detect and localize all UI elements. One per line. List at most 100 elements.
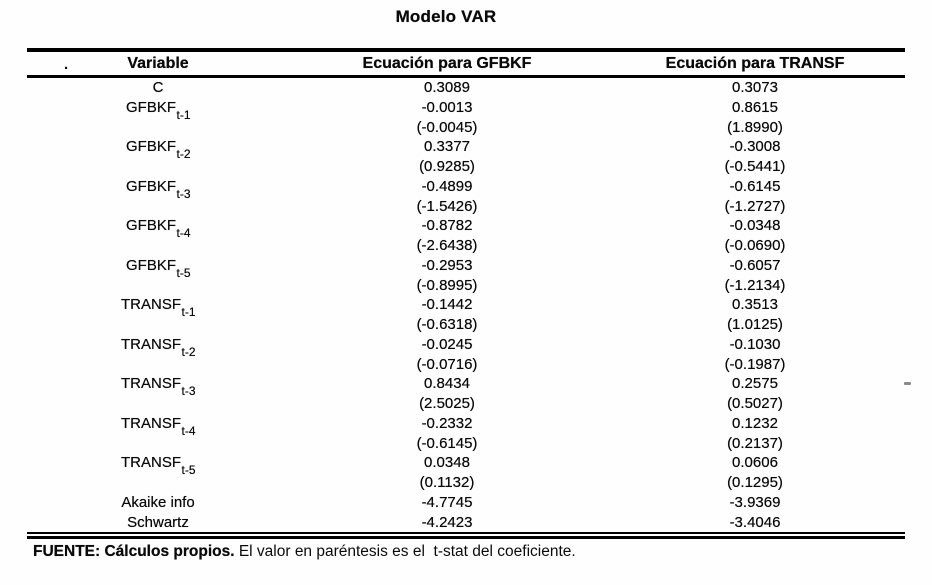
gfbkf-value-cell: -0.1442 — [421, 296, 473, 314]
table-row: TRANSFt-1 -0.1442 0.3513 — [27, 295, 905, 318]
transf-value-cell: (1.0125) — [727, 316, 783, 333]
table-row: Akaike info -4.7745 -3.9369 — [27, 493, 905, 513]
table-row: (2.5025) (0.5027) — [27, 394, 905, 414]
transf-value-cell: -3.9369 — [729, 493, 781, 511]
gfbkf-value-cell: (-0.0045) — [416, 118, 478, 136]
source-label: FUENTE: Cálculos propios. — [33, 543, 235, 560]
variable-cell — [27, 473, 289, 493]
variable-cell — [27, 355, 289, 375]
variable-label: TRANSF — [120, 296, 181, 314]
scan-speck — [904, 382, 911, 385]
transf-value-cell: 0.2575 — [732, 375, 778, 393]
table-row: (-0.6318) (1.0125) — [27, 315, 905, 335]
variable-label: C — [152, 79, 164, 96]
table-row: (0.1132) (0.1295) — [27, 473, 905, 493]
gfbkf-value-cell: -0.8782 — [421, 217, 473, 235]
variable-lag-subscript: t-4 — [181, 423, 196, 438]
gfbkf-value-cell: -0.4899 — [421, 177, 473, 195]
transf-value-cell: -0.0348 — [729, 217, 781, 235]
gfbkf-value-cell: (-2.6438) — [416, 237, 478, 254]
variable-cell: GFBKFt-3 — [27, 177, 289, 200]
variable-lag-subscript: t-4 — [176, 226, 191, 241]
transf-value-cell: -0.3008 — [729, 138, 781, 156]
table-row: TRANSFt-4 -0.2332 0.1232 — [27, 414, 905, 437]
variable-lag-subscript: t-2 — [176, 147, 191, 162]
header-row: Variable Ecuación para GFBKF Ecuación pa… — [27, 50, 905, 78]
transf-value-cell: (1.8990) — [727, 118, 783, 136]
variable-label: TRANSF — [120, 414, 181, 432]
variable-label: GFBKF — [125, 256, 176, 274]
variable-label: Akaike info — [121, 493, 195, 511]
variable-lag-subscript: t-1 — [181, 305, 196, 320]
table-row: (-2.6438) (-0.0690) — [27, 236, 905, 256]
variable-cell — [27, 394, 289, 414]
transf-value-cell: -0.6057 — [729, 256, 781, 274]
column-header-gfbkf-equation: Ecuación para GFBKF — [289, 50, 605, 78]
variable-cell: TRANSFt-5 — [27, 453, 289, 476]
gfbkf-value-cell: (0.9285) — [419, 158, 475, 175]
transf-value-cell: 0.3513 — [732, 296, 778, 314]
table-row: C 0.3089 0.3073 — [27, 77, 905, 98]
transf-value-cell: 0.3073 — [732, 79, 778, 96]
gfbkf-value-cell: 0.3089 — [424, 79, 470, 96]
table-header: Variable Ecuación para GFBKF Ecuación pa… — [27, 50, 905, 78]
transf-value-cell: (-0.1987) — [724, 355, 786, 373]
table-row: GFBKFt-2 0.3377 -0.3008 — [27, 137, 905, 160]
variable-cell: Schwartz — [27, 513, 289, 533]
gfbkf-value-cell: (0.1132) — [419, 474, 475, 491]
variable-lag-subscript: t-2 — [181, 344, 196, 359]
variable-cell: TRANSFt-4 — [27, 414, 289, 437]
variable-cell — [27, 276, 289, 296]
table-row: TRANSFt-5 0.0348 0.0606 — [27, 453, 905, 476]
variable-label: TRANSF — [120, 335, 181, 353]
table-body: C 0.3089 0.3073 GFBKFt-1 -0.0013 0.8615 (-0.00… — [27, 77, 905, 533]
source-note-text: El valor en paréntesis es el t-stat del … — [234, 543, 576, 560]
table-row: (-0.0045) (1.8990) — [27, 118, 905, 138]
table-row: TRANSFt-2 -0.0245 -0.1030 — [27, 335, 905, 358]
gfbkf-value-cell: -4.2423 — [421, 513, 473, 531]
gfbkf-value-cell: (-0.0716) — [416, 355, 478, 373]
transf-value-cell: (-1.2134) — [724, 276, 786, 294]
variable-cell — [27, 118, 289, 138]
variable-label: GFBKF — [125, 177, 176, 195]
gfbkf-value-cell: -4.7745 — [421, 493, 473, 511]
variable-label: TRANSF — [120, 375, 181, 393]
variable-cell — [27, 315, 289, 335]
transf-value-cell: (-1.2727) — [724, 197, 786, 215]
gfbkf-value-cell: (-0.8995) — [416, 276, 478, 294]
variable-lag-subscript: t-5 — [176, 265, 191, 280]
page-title: Modelo VAR — [395, 7, 497, 26]
column-header-transf-equation: Ecuación para TRANSF — [605, 50, 905, 78]
transf-value-cell: 0.0606 — [732, 454, 778, 472]
column-header-variable: Variable — [27, 50, 289, 78]
table-row: (-0.6145) (0.2137) — [27, 434, 905, 454]
table-row: (-1.5426) (-1.2727) — [27, 197, 905, 217]
gfbkf-value-cell: (-0.6318) — [416, 316, 478, 333]
variable-cell: GFBKFt-1 — [27, 98, 289, 121]
table-row: GFBKFt-3 -0.4899 -0.6145 — [27, 177, 905, 200]
variable-label: GFBKF — [125, 98, 176, 116]
table-row: GFBKFt-1 -0.0013 0.8615 — [27, 98, 905, 121]
table-row: GFBKFt-5 -0.2953 -0.6057 — [27, 256, 905, 279]
variable-cell — [27, 197, 289, 217]
variable-cell: TRANSFt-3 — [27, 374, 289, 397]
table-row: Schwartz -4.2423 -3.4046 — [27, 513, 905, 533]
transf-value-cell: -3.4046 — [729, 513, 781, 531]
variable-cell: TRANSFt-2 — [27, 335, 289, 358]
source-note: FUENTE: Cálculos propios. El valor en pa… — [33, 543, 913, 561]
transf-value-cell: (-0.5441) — [724, 158, 786, 175]
variable-cell: GFBKFt-5 — [27, 256, 289, 279]
gfbkf-value-cell: 0.3377 — [424, 138, 470, 156]
variable-cell — [27, 236, 289, 256]
table-row: (-0.0716) (-0.1987) — [27, 355, 905, 375]
transf-value-cell: (0.2137) — [727, 434, 783, 452]
table-row: (0.9285) (-0.5441) — [27, 157, 905, 177]
gfbkf-value-cell: -0.0245 — [421, 335, 473, 353]
variable-cell: GFBKFt-2 — [27, 137, 289, 160]
variable-label: GFBKF — [125, 217, 176, 235]
variable-lag-subscript: t-3 — [181, 384, 196, 399]
variable-cell: C — [27, 77, 289, 98]
transf-value-cell: -0.6145 — [729, 177, 781, 195]
variable-cell — [27, 434, 289, 454]
